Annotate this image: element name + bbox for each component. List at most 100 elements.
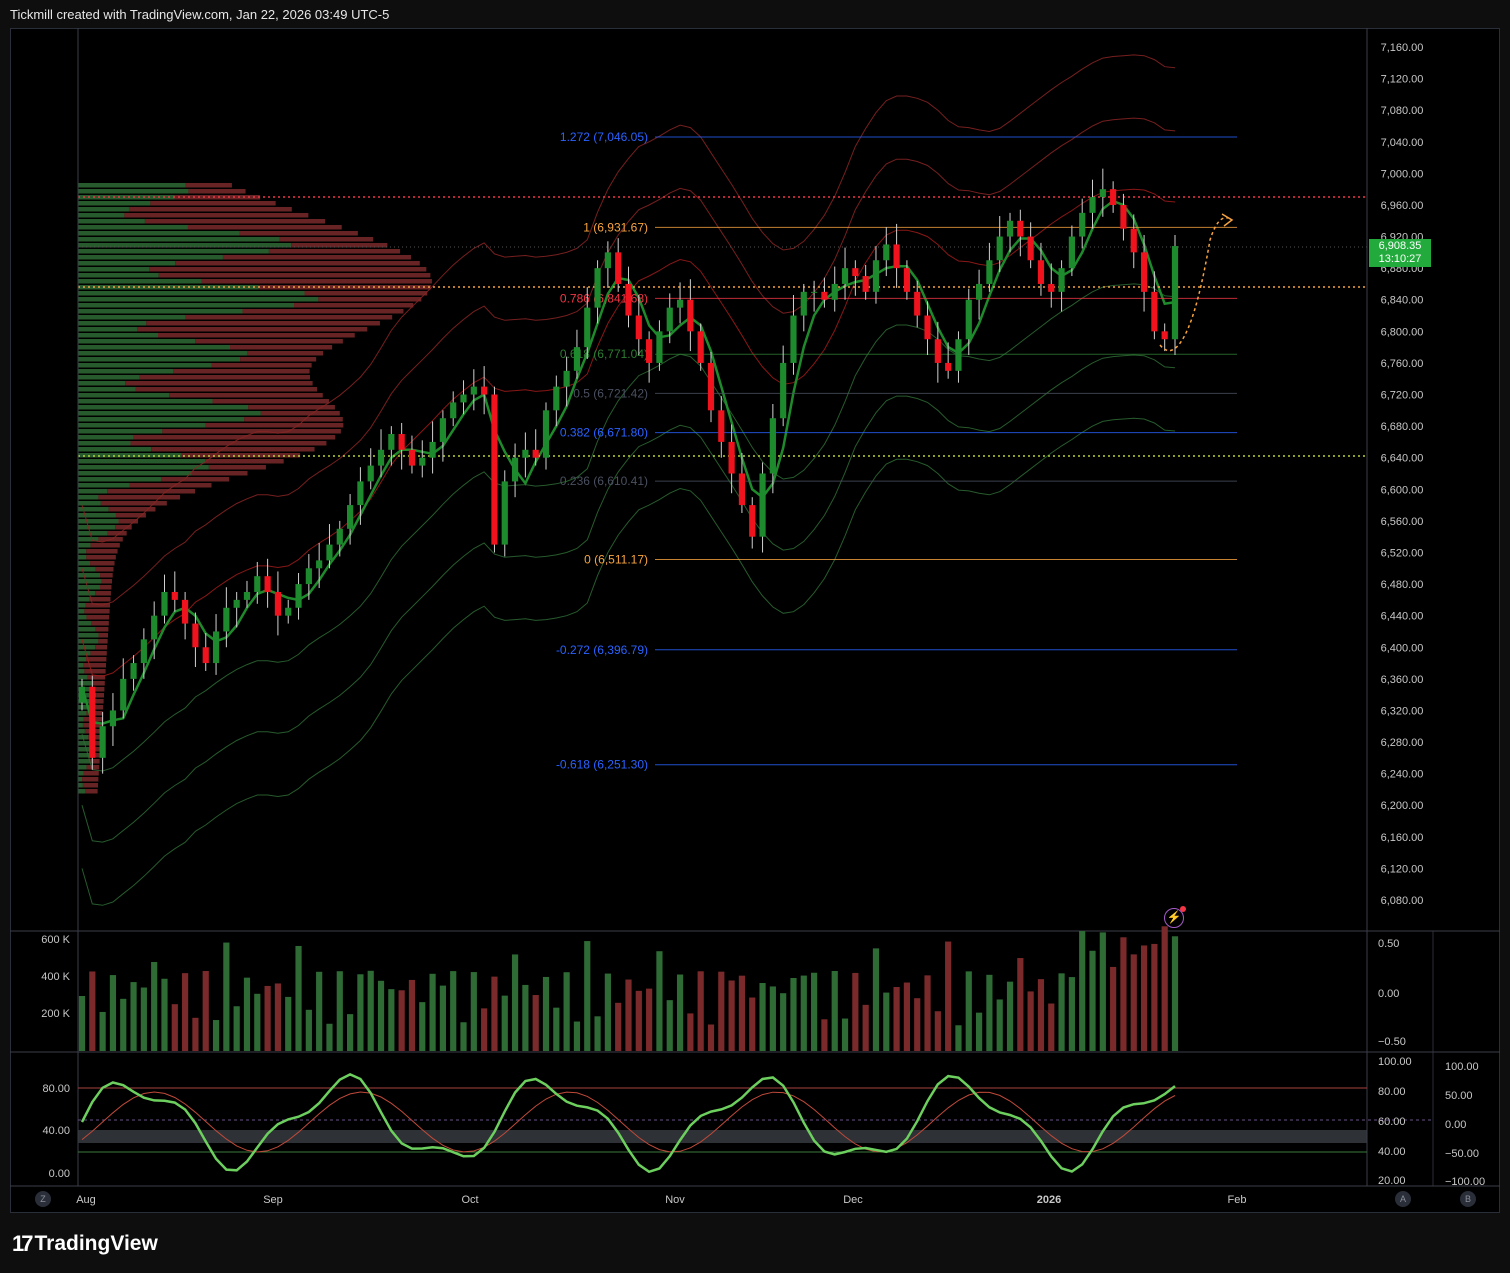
candle-body [1110, 189, 1117, 205]
candle-body [872, 260, 880, 292]
volume-profile-bar-up [78, 549, 87, 554]
volume-profile-bar-down [185, 183, 232, 188]
volume-bar [945, 941, 952, 1051]
volume-profile-bar-up [78, 249, 269, 254]
candle-body [522, 449, 529, 458]
volume-profile-bar-up [78, 495, 99, 500]
volume-profile-bar-down [95, 567, 114, 572]
price-tick-label: 6,640.00 [1381, 453, 1424, 465]
volume-profile-bar-up [78, 219, 145, 224]
price-tick-label: 6,720.00 [1381, 390, 1424, 402]
volume-profile-bar-up [78, 201, 151, 206]
oscillator-secondary-tick: 0.00 [1445, 1119, 1466, 1131]
oscillator-tick-label: 0.00 [49, 1168, 70, 1180]
secondary-scale-button[interactable]: B [1460, 1191, 1476, 1207]
volume-profile-bar-down [137, 327, 368, 332]
pane-separators [10, 28, 1500, 1187]
volume-profile-bar-down [230, 345, 333, 350]
lightning-alert-icon[interactable]: ⚡ [1164, 906, 1186, 928]
volume-profile-bar-down [82, 783, 98, 788]
candle-body [491, 394, 498, 545]
candle-body [78, 686, 86, 703]
candle-body [553, 386, 560, 411]
volume-bar [1017, 958, 1024, 1051]
volume-profile-bar-up [78, 225, 188, 230]
oscillator-secondary-tick: 100.00 [1445, 1061, 1479, 1073]
volume-bar [594, 1016, 601, 1051]
volume-profile-bar-up [78, 213, 125, 218]
candle-body [243, 591, 251, 600]
tradingview-footer[interactable]: 17 TradingView [12, 1229, 158, 1259]
volume-profile-bar-down [240, 357, 317, 362]
volume-profile-bar-up [78, 207, 129, 212]
volume-profile-bar-down [85, 789, 98, 794]
volume-bar [419, 1002, 426, 1051]
volume-profile-bar-down [84, 609, 110, 614]
volume-profile-bar-up [78, 393, 170, 398]
volume-profile-bar-up [78, 717, 84, 722]
oscillator-right-tick: 100.00 [1378, 1056, 1412, 1068]
volume-profile-bar-down [260, 411, 340, 416]
band-lower-inner [81, 354, 1176, 843]
volume-bar [924, 975, 931, 1051]
candle-body [862, 276, 869, 292]
candle-body [419, 457, 426, 466]
volume-profile-bar-down [162, 429, 341, 434]
volume-profile-bar-down [85, 657, 107, 662]
volume-profile-bar-up [78, 375, 140, 380]
volume-profile-bar-up [78, 411, 261, 416]
volume-bar [1058, 973, 1065, 1051]
volume-profile-bar-down [86, 765, 100, 770]
volume-profile-bar-up [78, 261, 176, 266]
volume-profile-bar-down [94, 699, 104, 704]
volume-profile-bar-down [133, 435, 336, 440]
volume-profile-bar-down [95, 645, 108, 650]
volume-profile-bar-down [139, 375, 310, 380]
volume-profile-bar-down [89, 597, 111, 602]
volume-profile-bar-down [90, 651, 107, 656]
volume-bar [511, 954, 519, 1051]
candle-body [1058, 268, 1065, 292]
auto-scale-button[interactable]: A [1395, 1191, 1411, 1207]
volume-profile-bar-down [211, 363, 312, 368]
volume-bar [1151, 943, 1158, 1051]
price-tick-label: 6,080.00 [1381, 895, 1424, 907]
band-lower-outer [81, 417, 1176, 906]
volume-profile-bar-up [78, 441, 131, 446]
volume-bar [316, 971, 323, 1051]
horizontal-levels [78, 196, 1367, 457]
volume-profile-bar-up [78, 645, 96, 650]
oscillator-secondary-tick: −50.00 [1445, 1148, 1479, 1160]
volume-profile-bar-down [95, 591, 111, 596]
volume-profile-bar-up [78, 363, 212, 368]
candle-body [1017, 220, 1024, 237]
volume-bar [862, 1004, 869, 1051]
volume-profile-bar-up [78, 657, 86, 662]
volume-profile-bar-up [78, 471, 192, 476]
volume-profile-bar-up [78, 195, 175, 200]
candle-body [192, 623, 199, 648]
fib-level-label: 0.236 (6,610.41) [560, 474, 648, 488]
candle-body [1079, 212, 1086, 237]
candle-body [903, 268, 910, 292]
volume-right-tick: 0.00 [1378, 988, 1399, 1000]
fib-level-label: 0.618 (6,771.04) [560, 347, 648, 361]
volume-bar [1099, 932, 1106, 1051]
volume-profile-bar-up [78, 309, 243, 314]
volume-bar [955, 1025, 962, 1051]
volume-profile-bar-down [93, 747, 101, 752]
volume-profile-bar-up [78, 267, 150, 272]
volume-bar [872, 948, 880, 1051]
volume-profile-bar-down [294, 303, 414, 308]
zoom-toggle-button[interactable]: Z [35, 1191, 51, 1207]
volume-profile-bar-up [78, 291, 305, 296]
fib-level-label: 1 (6,931.67) [583, 220, 648, 234]
candle-body [182, 599, 189, 624]
volume-profile-bar-down [248, 405, 335, 410]
volume-bar [1079, 931, 1086, 1051]
volume-profile-bar-up [78, 747, 94, 752]
volume-bar [388, 989, 395, 1051]
volume-bar [666, 1000, 673, 1051]
oscillator-tick-label: 40.00 [42, 1125, 70, 1137]
